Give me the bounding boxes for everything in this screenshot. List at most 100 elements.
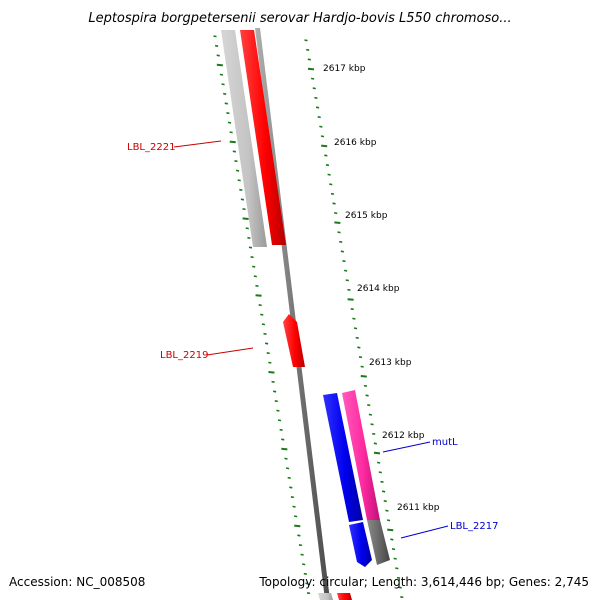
gene-bottom-red[interactable] [337,593,352,600]
scale-tick [391,548,396,551]
gene-gray-upper[interactable] [221,30,267,247]
scale-tick [240,198,245,201]
scale-tick [285,467,290,470]
scale-tick [390,538,394,541]
kbp-label: 2616 kbp [334,138,377,148]
gene-lbl-2217[interactable] [349,522,372,567]
scale-tick [279,428,283,431]
scale-tick [302,563,306,566]
scale-tick [380,480,384,483]
scale-tick [373,442,378,445]
scale-tick [304,39,308,42]
scale-tick [340,250,344,253]
scale-tick [347,298,354,301]
scale-tick [235,169,240,172]
scale-tick [268,361,272,364]
callout-lbl-2217[interactable]: LBL_2217 [400,521,498,539]
gene-mutl[interactable] [342,390,380,520]
scale-tick [255,284,259,287]
scale-tick [252,265,256,268]
scale-tick [342,260,346,263]
scale-tick [315,106,320,109]
callout-lbl-2219[interactable]: LBL_2219 [160,347,254,361]
scale-tick [337,231,341,234]
gene-label-lbl-2221[interactable]: LBL_2221 [127,142,175,153]
scale-tick [357,346,361,349]
scale-tick [289,486,293,489]
scale-tick [247,236,251,239]
gene-label-mutl[interactable]: mutL [432,437,458,448]
gene-bottom-gray[interactable] [318,593,333,600]
kbp-label: 2617 kbp [323,64,366,74]
scale-tick [290,496,295,499]
scale-tick [229,140,236,144]
scale-tick [368,413,373,416]
scale-tick [221,83,225,86]
scale-tick [305,48,310,51]
scale-tick [376,461,381,464]
scale-tick [293,515,298,518]
scale-tick [329,183,333,186]
scale-tick [332,202,336,205]
scale-tick [224,102,228,105]
scale-tick [330,192,335,195]
scale-tick [352,317,356,320]
scale-tick [253,275,257,278]
scale-tick [317,116,321,119]
scale-tick [234,160,238,163]
kbp-label: 2615 kbp [345,211,388,221]
scale-tick [274,400,278,403]
scale-tick [387,528,394,532]
scale-tick [360,365,364,368]
gene-lbl-2221[interactable] [240,30,286,245]
scale-tick [273,390,277,393]
scale-tick [281,447,288,451]
scale-tick [242,208,246,211]
scale-tick [303,572,307,575]
scale-tick [242,217,249,220]
scale-tick [263,332,267,335]
scale-tick [381,490,386,493]
callout-lbl-2221[interactable]: LBL_2221 [127,140,222,153]
kbp-label: 2614 kbp [357,284,400,294]
inner-tick-track [213,35,311,595]
scale-tick [294,524,301,528]
scale-tick [365,394,369,397]
kbp-label: 2613 kbp [369,358,412,368]
scale-tick [245,227,249,230]
scale-tick [306,592,311,595]
gene-lbl-2219[interactable] [283,314,305,367]
scale-tick [219,73,224,76]
scale-tick [307,58,311,61]
scale-tick [395,567,399,570]
scale-tick [339,240,343,243]
scale-tick [276,409,280,412]
scale-tick [386,519,391,522]
scale-tick [300,553,304,556]
scale-tick [261,323,266,326]
gene-blue-main[interactable] [323,393,363,522]
scale-tick [385,509,389,512]
outer-tick-track [304,39,404,599]
scale-tick [325,164,330,167]
gene-dark-segment[interactable] [367,520,390,565]
callout-mutl[interactable]: mutL [382,437,458,453]
scale-tick [305,582,309,585]
kbp-ruler: 2617 kbp 2616 kbp 2615 kbp 2614 kbp 2613… [323,64,440,513]
scale-tick [334,221,341,224]
scale-tick [214,44,219,47]
scale-tick [216,63,223,67]
scale-tick [324,154,328,157]
scale-tick [378,471,382,474]
scale-tick [363,384,368,387]
accession-text: Accession: NC_008508 [9,575,145,589]
scale-tick [396,576,401,579]
scale-tick [260,313,264,316]
scale-tick [237,179,241,182]
gene-label-lbl-2217[interactable]: LBL_2217 [450,521,498,532]
scale-tick [297,534,301,537]
gene-label-lbl-2219[interactable]: LBL_2219 [160,350,208,361]
scale-tick [223,92,227,95]
scale-tick [213,35,217,38]
